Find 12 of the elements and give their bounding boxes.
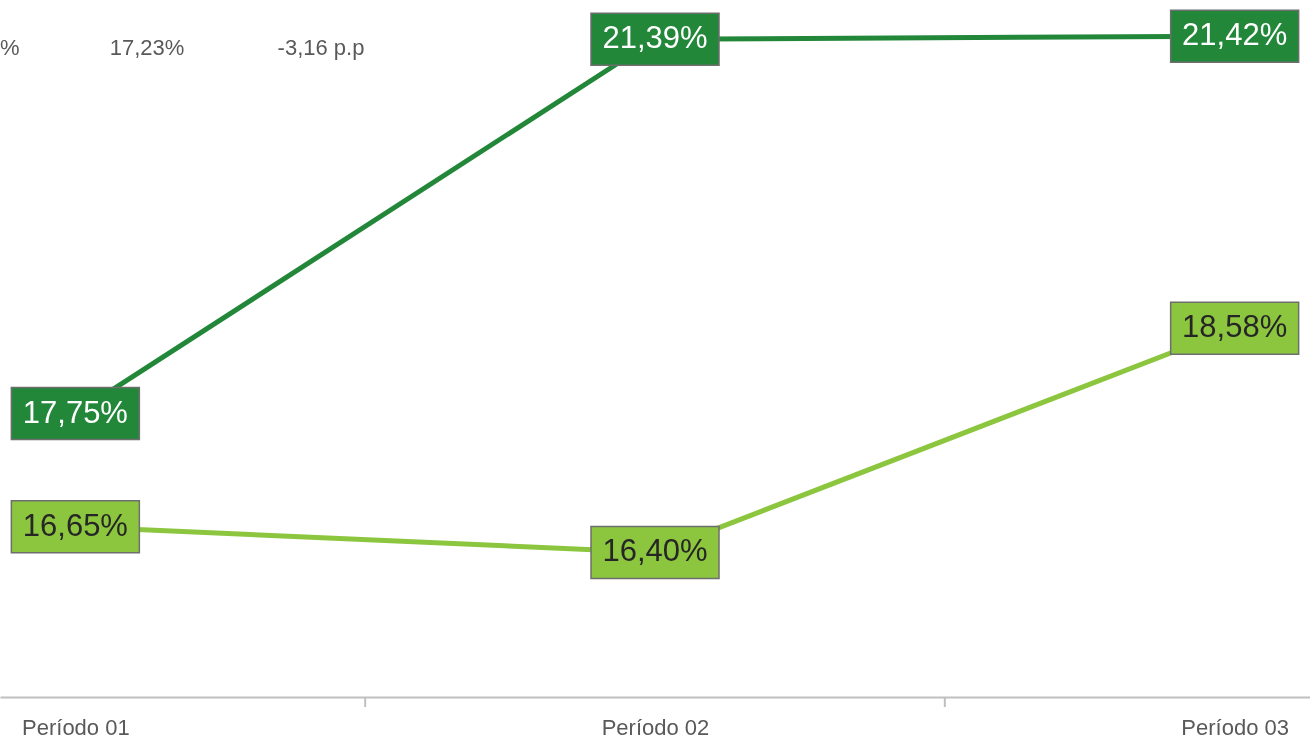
data-label: 16,65% <box>22 507 128 543</box>
x-tick-label: Período 02 <box>601 714 710 740</box>
annotation: 17,23% <box>109 35 185 60</box>
data-label: 21,39% <box>602 20 708 56</box>
data-label: 18,58% <box>1182 309 1288 345</box>
annotation: -3,16 p.p <box>277 35 365 60</box>
annotation: % <box>0 35 20 60</box>
x-tick-label: Período 01 <box>22 714 130 740</box>
data-label: 17,75% <box>22 394 128 430</box>
x-tick-label: Período 03 <box>1181 714 1289 740</box>
data-label: 16,40% <box>602 533 708 569</box>
data-label: 21,42% <box>1182 17 1288 53</box>
